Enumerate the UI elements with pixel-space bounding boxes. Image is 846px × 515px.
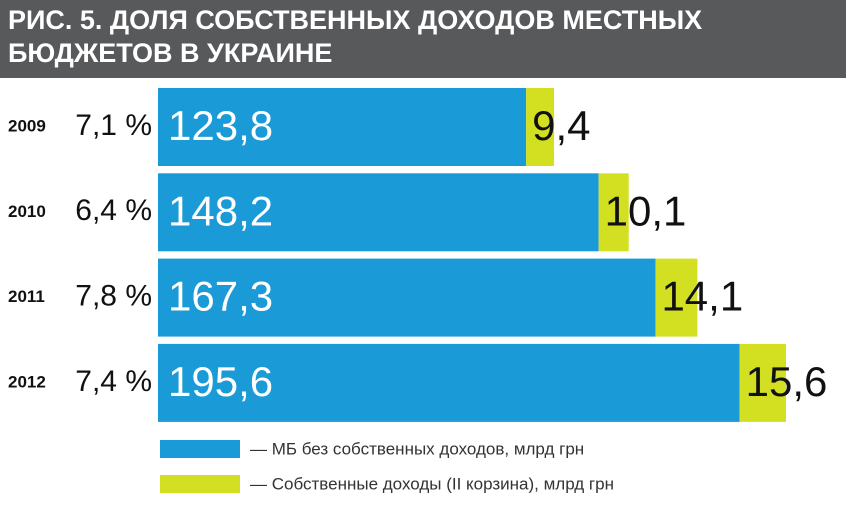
value-label: 9,4	[532, 102, 590, 149]
bar-segment	[598, 173, 629, 252]
legend-label: — МБ без собственных доходов, млрд грн	[250, 439, 584, 458]
value-label: 148,2	[168, 187, 273, 234]
legend-swatch	[160, 475, 240, 493]
bar-segment	[158, 258, 656, 337]
value-label: 195,6	[168, 358, 273, 405]
bar-segment	[655, 258, 698, 337]
value-label: 15,6	[746, 358, 828, 405]
bar-segment	[158, 173, 599, 252]
category-label: 2009	[8, 116, 46, 135]
category-label: 2010	[8, 202, 46, 221]
share-label: 7,1 %	[75, 109, 152, 142]
legend-label: — Собственные доходы (II корзина), млрд …	[250, 474, 614, 493]
share-label: 7,4 %	[75, 365, 152, 398]
value-label: 14,1	[661, 273, 743, 320]
value-label: 123,8	[168, 102, 273, 149]
share-label: 7,8 %	[75, 280, 152, 313]
value-label: 167,3	[168, 273, 273, 320]
bar-segment	[739, 343, 786, 422]
category-label: 2011	[8, 287, 45, 306]
legend-swatch	[160, 440, 240, 458]
value-label: 10,1	[605, 187, 687, 234]
chart-title: БЮДЖЕТОВ В УКРАИНЕ	[8, 38, 332, 68]
title-band	[0, 0, 846, 78]
chart-title: РИС. 5. ДОЛЯ СОБСТВЕННЫХ ДОХОДОВ МЕСТНЫХ	[8, 5, 702, 35]
share-label: 6,4 %	[75, 194, 152, 227]
category-label: 2012	[8, 372, 46, 391]
bar-segment	[526, 88, 555, 166]
bar-segment	[158, 343, 740, 422]
bar-segment	[158, 88, 527, 166]
